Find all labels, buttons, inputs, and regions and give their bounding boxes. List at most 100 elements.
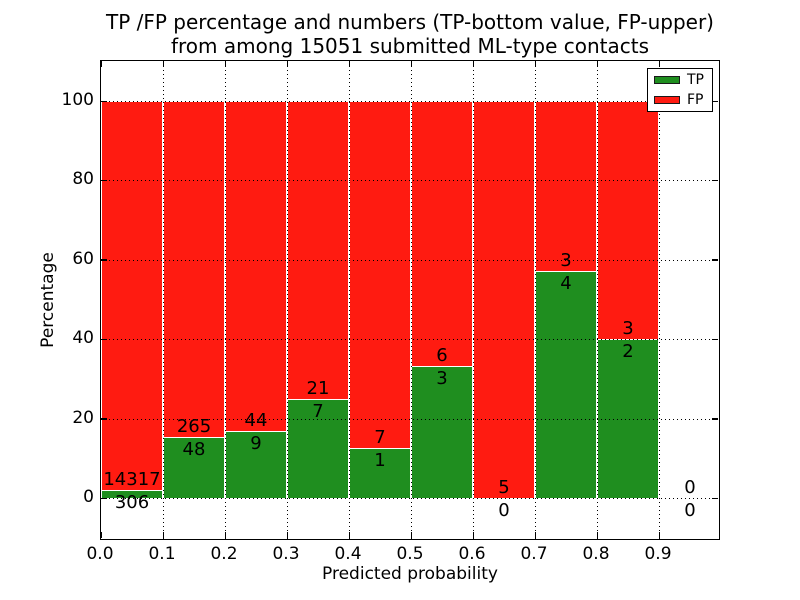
legend-label-fp: FP (687, 92, 704, 108)
tp-count-label: 48 (182, 439, 206, 460)
tp-bar-segment (597, 339, 659, 498)
x-axis-label: Predicted probability (322, 564, 498, 584)
horizontal-gridline (101, 259, 719, 261)
tp-bar-segment (163, 437, 225, 498)
fp-bar-segment (597, 101, 659, 339)
x-tick-label: 0.1 (148, 544, 176, 564)
x-tick-mark (286, 532, 288, 538)
tp-count-label: 306 (114, 492, 150, 513)
x-tick-mark (286, 61, 288, 67)
legend-entry-fp: FP (654, 92, 706, 108)
fp-bar-segment (473, 101, 535, 498)
legend: TP FP (647, 68, 713, 112)
y-tick-label: 100 (61, 90, 94, 110)
x-tick-label: 0.6 (458, 544, 486, 564)
x-tick-mark (534, 61, 536, 67)
x-tick-mark (658, 532, 660, 538)
vertical-gridline (287, 61, 288, 539)
tp-count-label: 1 (374, 450, 386, 471)
y-tick-label: 40 (72, 328, 94, 349)
tp-bar-segment (349, 448, 411, 498)
fp-bar-segment (349, 101, 411, 448)
tp-bar-segment (287, 399, 349, 498)
fp-count-label: 3 (622, 318, 634, 339)
horizontal-gridline (101, 180, 719, 182)
vertical-gridline (349, 61, 350, 539)
y-tick-mark (101, 418, 107, 420)
tp-bar-segment (535, 271, 597, 498)
x-tick-label: 0.7 (520, 544, 548, 564)
x-tick-mark (224, 61, 226, 67)
horizontal-gridline (101, 418, 719, 420)
tp-color-swatch (654, 76, 680, 84)
y-tick-mark (712, 338, 718, 341)
fp-bar-segment (163, 101, 225, 437)
chart-title-line1: TP /FP percentage and numbers (TP-bottom… (106, 10, 714, 34)
vertical-gridline (535, 61, 536, 539)
tp-count-label: 2 (622, 341, 634, 362)
vertical-gridline (473, 61, 474, 539)
x-tick-mark (162, 532, 164, 538)
legend-label-tp: TP (687, 72, 704, 88)
fp-count-label: 21 (306, 378, 330, 399)
x-tick-mark (596, 532, 598, 538)
fp-bar-segment (287, 101, 349, 399)
fp-bar-segment (225, 101, 287, 431)
y-tick-mark (712, 418, 718, 420)
tp-count-label: 0 (684, 500, 696, 521)
vertical-gridline (225, 61, 226, 539)
x-tick-mark (348, 532, 350, 538)
x-tick-mark (596, 61, 598, 67)
tp-count-label: 4 (560, 273, 572, 294)
x-tick-label: 0.8 (582, 544, 610, 564)
vertical-gridline (411, 61, 412, 539)
fp-bar-segment (411, 101, 473, 366)
y-tick-mark (712, 100, 718, 102)
y-tick-mark (712, 179, 718, 182)
x-tick-mark (348, 61, 350, 67)
vertical-gridline (163, 61, 164, 539)
x-tick-mark (162, 61, 164, 67)
tp-count-label: 9 (250, 433, 262, 454)
y-tick-label: 0 (83, 487, 94, 507)
legend-entry-tp: TP (654, 72, 706, 88)
fp-count-label: 7 (374, 427, 386, 448)
tp-count-label: 7 (312, 401, 324, 422)
x-tick-label: 0.4 (334, 544, 362, 564)
horizontal-gridline (101, 339, 719, 341)
x-tick-mark (100, 61, 102, 67)
x-tick-label: 0.3 (272, 544, 300, 564)
x-tick-mark (658, 61, 660, 67)
y-tick-mark (101, 338, 107, 341)
fp-count-label: 6 (436, 345, 448, 366)
tp-count-label: 3 (436, 368, 448, 389)
fp-count-label: 14317 (103, 469, 161, 490)
horizontal-gridline (101, 101, 719, 102)
y-tick-label: 60 (72, 248, 94, 269)
x-tick-mark (100, 532, 102, 538)
fp-color-swatch (654, 96, 680, 104)
vertical-gridline (597, 61, 598, 539)
tp-count-label: 0 (498, 500, 510, 521)
y-tick-mark (712, 497, 718, 499)
y-tick-mark (712, 259, 718, 261)
fp-count-label: 44 (244, 410, 268, 431)
x-tick-mark (410, 532, 412, 538)
fp-count-label: 0 (684, 477, 696, 498)
plot-area: 14317 306 265 48 44 9 21 7 7 1 6 3 5 0 3 4 3 2 0 0 TP FP (100, 60, 720, 540)
x-tick-mark (534, 532, 536, 538)
fp-bar-segment (535, 101, 597, 271)
vertical-gridline (659, 61, 660, 539)
x-tick-label: 0.9 (644, 544, 672, 564)
x-tick-label: 0.5 (396, 544, 424, 564)
y-tick-label: 80 (72, 169, 94, 190)
x-tick-mark (472, 532, 474, 538)
y-tick-mark (101, 100, 107, 102)
fp-bar-segment (101, 101, 163, 490)
y-tick-mark (101, 497, 107, 499)
chart-title-line2: from among 15051 submitted ML-type conta… (170, 34, 650, 58)
fp-count-label: 3 (560, 250, 572, 271)
x-tick-mark (224, 532, 226, 538)
x-tick-label: 0.0 (86, 544, 114, 564)
